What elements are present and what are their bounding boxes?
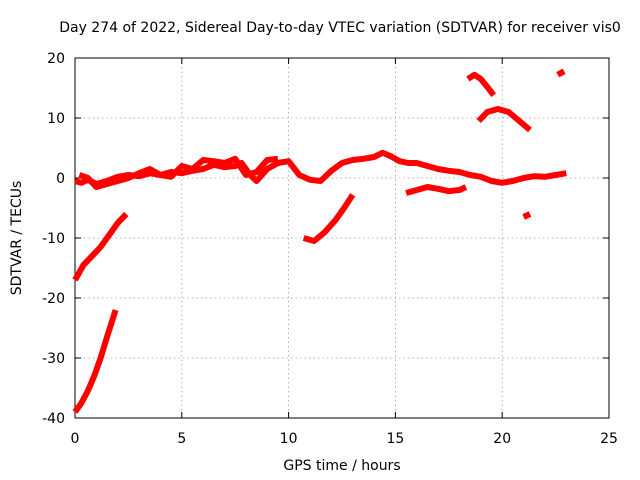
y-tick-label: -10 bbox=[42, 231, 65, 247]
series-main-band-b bbox=[78, 155, 279, 190]
series-arc-18.9-21.3h bbox=[476, 106, 532, 133]
y-tick-label: 0 bbox=[56, 171, 65, 187]
series-descending-arc-15-18h bbox=[405, 184, 468, 196]
chart-title: Day 274 of 2022, Sidereal Day-to-day VTE… bbox=[59, 20, 621, 36]
grid bbox=[75, 58, 609, 418]
y-tick-label: 10 bbox=[47, 111, 65, 127]
series-rising-arc-0-1.9h bbox=[72, 309, 119, 414]
y-tick-label: -40 bbox=[42, 411, 65, 427]
axis-ticks bbox=[74, 57, 610, 419]
y-tick-label: -30 bbox=[42, 351, 65, 367]
series-arc-18.4-19.6h bbox=[466, 71, 497, 98]
x-tick-label: 20 bbox=[493, 431, 511, 447]
y-axis-label: SDTVAR / TECUs bbox=[9, 181, 25, 296]
x-tick-label: 0 bbox=[71, 431, 80, 447]
series-rising-arc-0-2.4h bbox=[72, 211, 129, 282]
x-tick-label: 10 bbox=[280, 431, 298, 447]
y-tick-label: -20 bbox=[42, 291, 65, 307]
y-tick-labels: -40 -30 -20 -10 0 10 20 bbox=[42, 51, 65, 427]
series-short-segment-21.0-21.3h bbox=[522, 211, 532, 220]
series-group bbox=[72, 68, 567, 414]
y-tick-label: 20 bbox=[47, 51, 65, 67]
series-main-band-a bbox=[74, 149, 567, 187]
x-tick-labels: 0 5 10 15 20 25 bbox=[71, 431, 618, 447]
x-axis-label: GPS time / hours bbox=[283, 458, 400, 474]
series-rising-arc-10.7-13.0h bbox=[302, 193, 356, 244]
x-tick-label: 5 bbox=[177, 431, 186, 447]
x-tick-label: 15 bbox=[386, 431, 404, 447]
x-tick-label: 25 bbox=[600, 431, 618, 447]
series-short-segment-22.6-22.9h bbox=[556, 68, 566, 78]
